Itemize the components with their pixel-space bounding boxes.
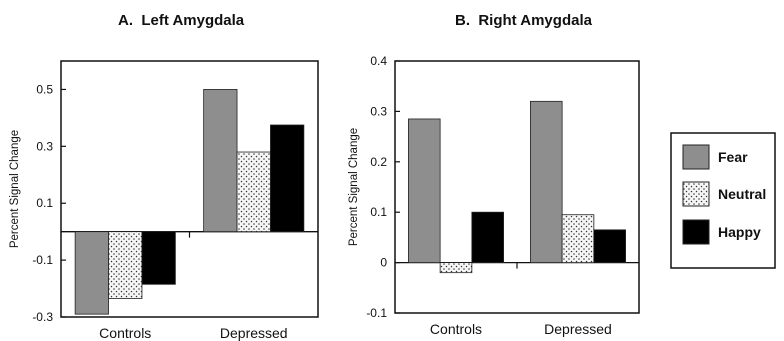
y-tick-label: 0.2 — [370, 155, 387, 169]
bar-neutral-controls — [108, 231, 143, 299]
chart-title: B. Right Amygdala — [455, 12, 593, 29]
legend: Fear Neutral Happy — [670, 132, 776, 269]
legend-label-fear: Fear — [718, 149, 748, 165]
bar-happy-depressed — [593, 229, 626, 263]
y-tick-label: 0.4 — [370, 54, 387, 68]
bar-fear-controls — [74, 231, 109, 315]
y-axis-label: Percent Signal Change — [348, 128, 360, 246]
y-tick-label: -0.3 — [32, 310, 53, 324]
legend-frame — [670, 132, 776, 269]
legend-label-neutral: Neutral — [718, 186, 766, 202]
bar-happy-controls — [141, 231, 176, 285]
y-axis-label: Percent Signal Change — [9, 130, 21, 248]
y-tick-label: -0.1 — [366, 306, 387, 320]
chart-title: A. Left Amygdala — [118, 12, 245, 29]
panel-right-amygdala: B. Right Amygdala 0.4 0.3 0.2 0.1 0 -0.1 Contro… — [348, 12, 640, 337]
y-tick-label: 0.1 — [36, 196, 53, 210]
plot-frame — [394, 60, 640, 314]
y-tick-label: 0.3 — [36, 139, 53, 153]
x-category-label: Depressed — [220, 325, 288, 341]
bar-neutral-controls — [439, 262, 473, 274]
legend-swatch-fear — [682, 144, 710, 170]
y-tick-label: 0.3 — [370, 104, 387, 118]
bar-neutral-depressed — [561, 214, 595, 264]
legend-swatch-neutral — [682, 181, 710, 207]
bar-fear-depressed — [203, 89, 238, 233]
legend-swatch-happy — [682, 219, 710, 245]
bar-neutral-depressed — [236, 151, 271, 233]
x-category-label: Controls — [430, 321, 482, 337]
bar-happy-depressed — [270, 124, 305, 233]
y-tick-label: 0.5 — [36, 82, 53, 96]
plot-frame — [60, 60, 319, 318]
y-tick-label: -0.1 — [32, 253, 53, 267]
y-tick-label: 0.1 — [370, 205, 387, 219]
bar-fear-depressed — [530, 100, 563, 263]
panel-left-amygdala: A. Left Amygdala 0.5 0.3 0.1 -0.1 -0.3 Control… — [9, 12, 319, 341]
x-category-label: Controls — [99, 325, 151, 341]
y-tick-label: 0 — [380, 256, 387, 270]
bar-happy-controls — [471, 211, 504, 263]
x-category-label: Depressed — [544, 321, 612, 337]
bar-fear-controls — [408, 118, 441, 263]
legend-label-happy: Happy — [718, 224, 761, 240]
